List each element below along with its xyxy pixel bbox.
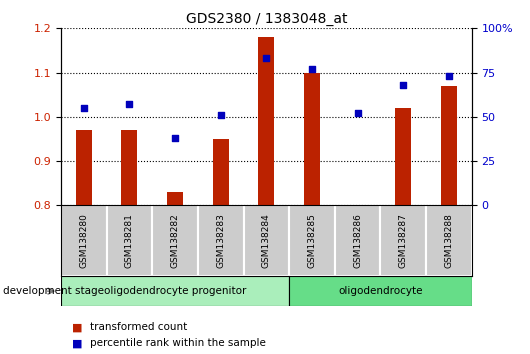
Bar — [426, 205, 472, 276]
Bar — [76, 130, 92, 205]
Bar — [61, 205, 107, 276]
Bar — [381, 205, 426, 276]
Point — [445, 73, 453, 79]
Text: GSM138280: GSM138280 — [80, 213, 89, 268]
Bar — [198, 205, 243, 276]
Point — [308, 66, 316, 72]
Text: GSM138285: GSM138285 — [307, 213, 316, 268]
Point — [354, 110, 362, 116]
Bar — [395, 108, 411, 205]
Text: GSM138286: GSM138286 — [353, 213, 362, 268]
Text: ■: ■ — [72, 338, 82, 348]
Text: oligodendrocyte: oligodendrocyte — [338, 286, 422, 296]
Text: GSM138284: GSM138284 — [262, 213, 271, 268]
Bar — [61, 276, 289, 306]
Bar — [167, 192, 183, 205]
Text: GSM138288: GSM138288 — [444, 213, 453, 268]
Text: oligodendrocyte progenitor: oligodendrocyte progenitor — [104, 286, 246, 296]
Text: percentile rank within the sample: percentile rank within the sample — [90, 338, 266, 348]
Bar — [304, 73, 320, 205]
Point — [216, 112, 225, 118]
Point — [80, 105, 88, 111]
Bar — [121, 130, 137, 205]
Point — [171, 135, 179, 141]
Bar — [243, 205, 289, 276]
Bar — [335, 205, 381, 276]
Bar — [213, 139, 228, 205]
Text: GSM138282: GSM138282 — [171, 213, 180, 268]
Bar — [107, 205, 152, 276]
Text: GSM138287: GSM138287 — [399, 213, 408, 268]
Bar — [441, 86, 457, 205]
Text: ■: ■ — [72, 322, 82, 332]
Point — [125, 102, 134, 107]
Bar — [152, 205, 198, 276]
Title: GDS2380 / 1383048_at: GDS2380 / 1383048_at — [186, 12, 347, 26]
Text: transformed count: transformed count — [90, 322, 187, 332]
Point — [262, 56, 270, 61]
Bar — [289, 276, 472, 306]
Bar — [289, 205, 335, 276]
Point — [399, 82, 408, 88]
Text: GSM138281: GSM138281 — [125, 213, 134, 268]
Text: GSM138283: GSM138283 — [216, 213, 225, 268]
Text: development stage: development stage — [3, 286, 104, 296]
Bar — [258, 37, 275, 205]
